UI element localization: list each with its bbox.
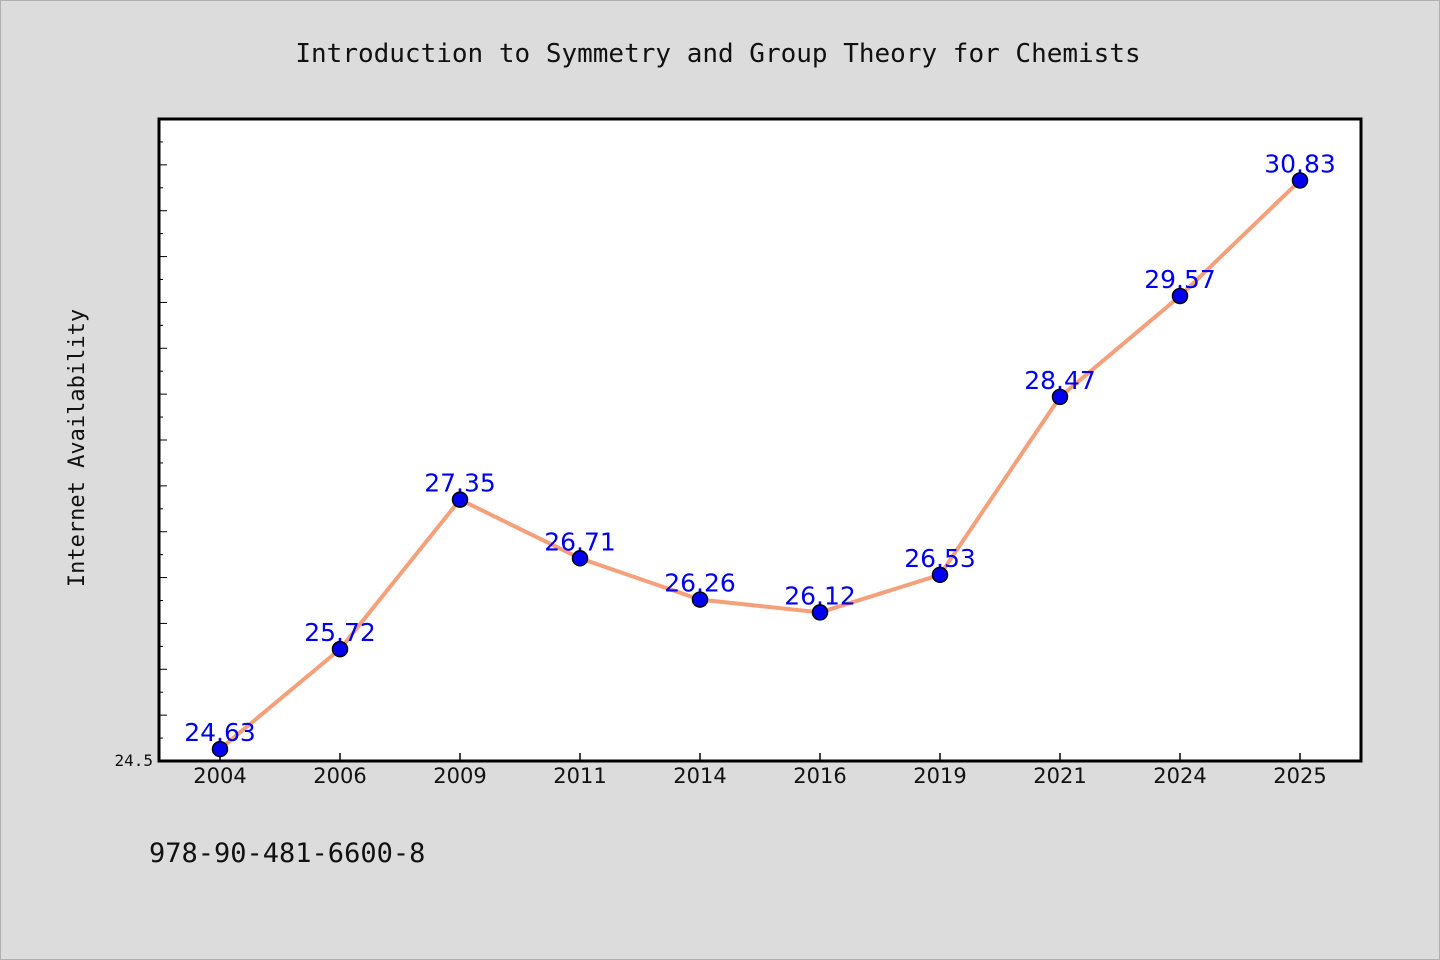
data-point — [211, 740, 229, 758]
x-tick-label: 2025 — [1273, 764, 1326, 788]
isbn-footer: 978-90-481-6600-8 — [149, 838, 425, 869]
data-point — [451, 491, 469, 508]
plot-border — [157, 117, 1363, 763]
data-point — [571, 550, 589, 567]
data-markers — [211, 172, 1309, 758]
x-tick-label: 2021 — [1033, 764, 1086, 788]
y-axis-label: Internet Availability — [65, 309, 90, 587]
x-axis-ticks: 2004 2006 2009 2011 2014 2016 2019 2021 2024 2025 — [193, 753, 1327, 788]
x-tick-label: 2024 — [1153, 764, 1206, 788]
data-point — [1171, 287, 1189, 305]
series-line — [218, 178, 1302, 752]
x-tick-label: 2019 — [913, 764, 966, 788]
data-point — [811, 604, 829, 621]
data-point — [691, 591, 709, 608]
x-tick-label: 2004 — [193, 764, 246, 788]
x-tick-label: 2006 — [313, 764, 366, 788]
data-point — [1051, 388, 1069, 406]
x-tick-label: 2011 — [553, 764, 606, 788]
data-point — [1291, 172, 1309, 189]
x-tick-label: 2009 — [433, 764, 486, 788]
x-tick-label: 2014 — [673, 764, 726, 788]
chart-title: Introduction to Symmetry and Group Theor… — [295, 39, 1140, 69]
data-point — [931, 566, 949, 584]
plot-area — [159, 119, 1361, 761]
x-tick-label: 2016 — [793, 764, 846, 788]
data-point — [331, 640, 349, 658]
y-tick-label: 24.5 — [114, 751, 153, 770]
